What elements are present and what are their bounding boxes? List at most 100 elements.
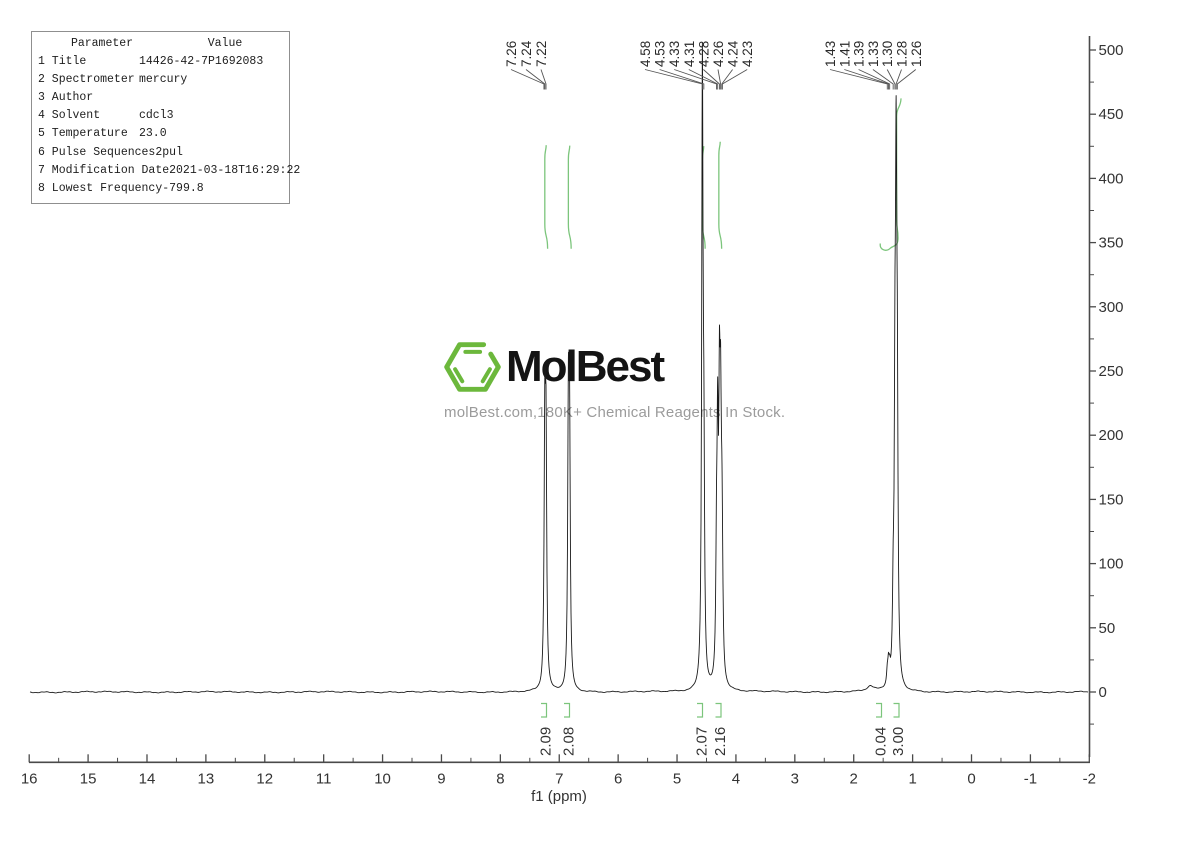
x-axis: 16 15 14 13 12 11 10 9 8 7 6 5 4 3 2 1 0 -1 -2f1 (ppm) xyxy=(21,754,1096,805)
parameter-value: 2021-03-18T16:29:22 xyxy=(169,163,301,177)
x-tick-label: 3 xyxy=(791,771,799,788)
peak-connector xyxy=(886,69,896,90)
peak-connector xyxy=(858,69,891,90)
y-tick-label: 100 xyxy=(1099,556,1124,573)
peak-ppm-label: 1.30 xyxy=(880,41,895,67)
watermark-tagline: molBest.com,180K+ Chemical Reagents In S… xyxy=(444,404,786,421)
x-tick-label: 12 xyxy=(256,771,273,788)
peak-ppm-label: 4.31 xyxy=(682,41,697,67)
x-tick-label: 9 xyxy=(437,771,445,788)
x-tick-label: 6 xyxy=(614,771,622,788)
peak-ppm-label: 4.33 xyxy=(667,41,682,67)
peak-connector xyxy=(540,69,547,90)
integral-value-label: 2.07 xyxy=(694,727,711,756)
integral-bracket xyxy=(697,702,704,718)
integral-value-label: 2.16 xyxy=(712,727,729,756)
y-tick-label: 50 xyxy=(1099,620,1116,637)
column-header: Value xyxy=(207,37,243,50)
parameter-value: mercury xyxy=(139,73,188,87)
integral-bracket xyxy=(876,702,883,718)
y-tick-label: 150 xyxy=(1099,491,1124,508)
x-tick-label: 1 xyxy=(908,771,916,788)
benzene-hexagon-icon xyxy=(444,342,501,392)
peak-connector xyxy=(844,69,889,90)
parameter-value: cdcl3 xyxy=(139,109,174,123)
integral-bracket xyxy=(564,702,571,718)
peak-connector xyxy=(829,69,888,90)
integral-bracket xyxy=(893,702,900,718)
integral-curve xyxy=(718,141,723,249)
peak-ppm-label: 4.26 xyxy=(711,41,726,67)
integral-curves: 2.09 2.08 2.07 2.16 0.04 3.00 xyxy=(538,98,907,756)
parameter-row: 2 Spectrometer mercury xyxy=(32,71,289,89)
parameter-row: 8 Lowest Frequency-799.8 xyxy=(32,180,289,198)
peak-ppm-label: 4.23 xyxy=(740,41,755,67)
x-tick-label: -1 xyxy=(1024,771,1037,788)
parameter-row: 5 Temperature 23.0 xyxy=(32,125,289,143)
y-axis: 0 50 100 150 200 250 300 350 400 450 500 xyxy=(1088,36,1124,757)
parameter-value: 14426-42-7P1692083 xyxy=(139,55,264,69)
x-tick-label: 0 xyxy=(967,771,975,788)
integral-curve xyxy=(544,145,549,249)
x-tick-label: 8 xyxy=(496,771,504,788)
peak-ppm-label: 1.39 xyxy=(852,41,867,67)
peak-connector xyxy=(721,69,748,90)
peak-connector xyxy=(644,69,703,90)
x-tick-label: 16 xyxy=(21,771,38,788)
peak-ppm-label: 4.24 xyxy=(726,40,741,67)
y-tick-label: 400 xyxy=(1099,170,1124,187)
peak-ppm-label: 7.26 xyxy=(504,41,519,67)
brand-name: MolBest xyxy=(506,342,665,391)
x-tick-label: 4 xyxy=(732,771,740,788)
parameter-name: 5 Temperature xyxy=(38,127,128,141)
peak-connector xyxy=(703,69,720,90)
parameter-table-header: Parameter Value xyxy=(32,35,289,53)
peak-ppm-label: 4.53 xyxy=(653,41,668,67)
y-tick-label: 500 xyxy=(1099,42,1124,59)
parameter-row: 4 Solvent cdcl3 xyxy=(32,107,289,125)
parameter-name: 8 Lowest Frequency xyxy=(38,181,163,195)
peak-connector xyxy=(721,69,733,90)
peak-connector xyxy=(895,69,902,90)
peak-ppm-label: 7.22 xyxy=(534,41,549,67)
peak-connector xyxy=(525,69,546,90)
parameter-row: 7 Modification Date2021-03-18T16:29:22 xyxy=(32,162,300,180)
x-tick-label: 11 xyxy=(316,771,332,788)
peak-connector xyxy=(717,69,722,90)
parameter-row: 6 Pulse Sequences2pul xyxy=(32,144,289,162)
x-axis-title: f1 (ppm) xyxy=(531,788,587,805)
parameter-name: 2 Spectrometer xyxy=(38,73,135,87)
integral-value-label: 0.04 xyxy=(873,727,890,756)
peak-ppm-label: 1.43 xyxy=(823,41,838,67)
molbest-logo: MolBest xyxy=(444,336,785,398)
y-tick-label: 200 xyxy=(1099,427,1124,444)
y-tick-label: 450 xyxy=(1099,106,1124,123)
parameter-name: 6 Pulse Sequence xyxy=(38,145,149,159)
x-tick-label: -2 xyxy=(1083,771,1096,788)
peak-ppm-label: 4.28 xyxy=(696,41,711,67)
peak-labels: 7.26 7.24 7.22 4.58 4.53 4.33 4.31 4.28 4.26 4.24… xyxy=(504,40,924,90)
peak-connector xyxy=(674,69,717,90)
x-tick-label: 14 xyxy=(139,771,156,788)
x-tick-label: 15 xyxy=(80,771,97,788)
integral-bracket xyxy=(541,702,548,718)
peak-ppm-label: 1.41 xyxy=(837,41,852,67)
y-tick-label: 0 xyxy=(1099,684,1107,701)
y-tick-label: 300 xyxy=(1099,299,1124,316)
x-tick-label: 2 xyxy=(850,771,858,788)
integral-value-label: 3.00 xyxy=(890,727,907,756)
peak-connector xyxy=(659,69,705,90)
peak-connector xyxy=(896,69,917,90)
peak-connector xyxy=(872,69,894,90)
parameter-value: 23.0 xyxy=(139,127,167,141)
peak-ppm-label: 4.58 xyxy=(638,41,653,67)
x-tick-label: 13 xyxy=(198,771,215,788)
integral-curve xyxy=(879,98,902,251)
parameter-name: 1 Title xyxy=(38,55,87,69)
integral-bracket xyxy=(715,702,722,718)
parameter-name: 7 Modification Date xyxy=(38,163,170,177)
parameter-row: 1 Title 14426-42-7P1692083 xyxy=(32,53,289,71)
peak-connector xyxy=(688,69,719,90)
parameter-name: 3 Author xyxy=(38,91,94,105)
